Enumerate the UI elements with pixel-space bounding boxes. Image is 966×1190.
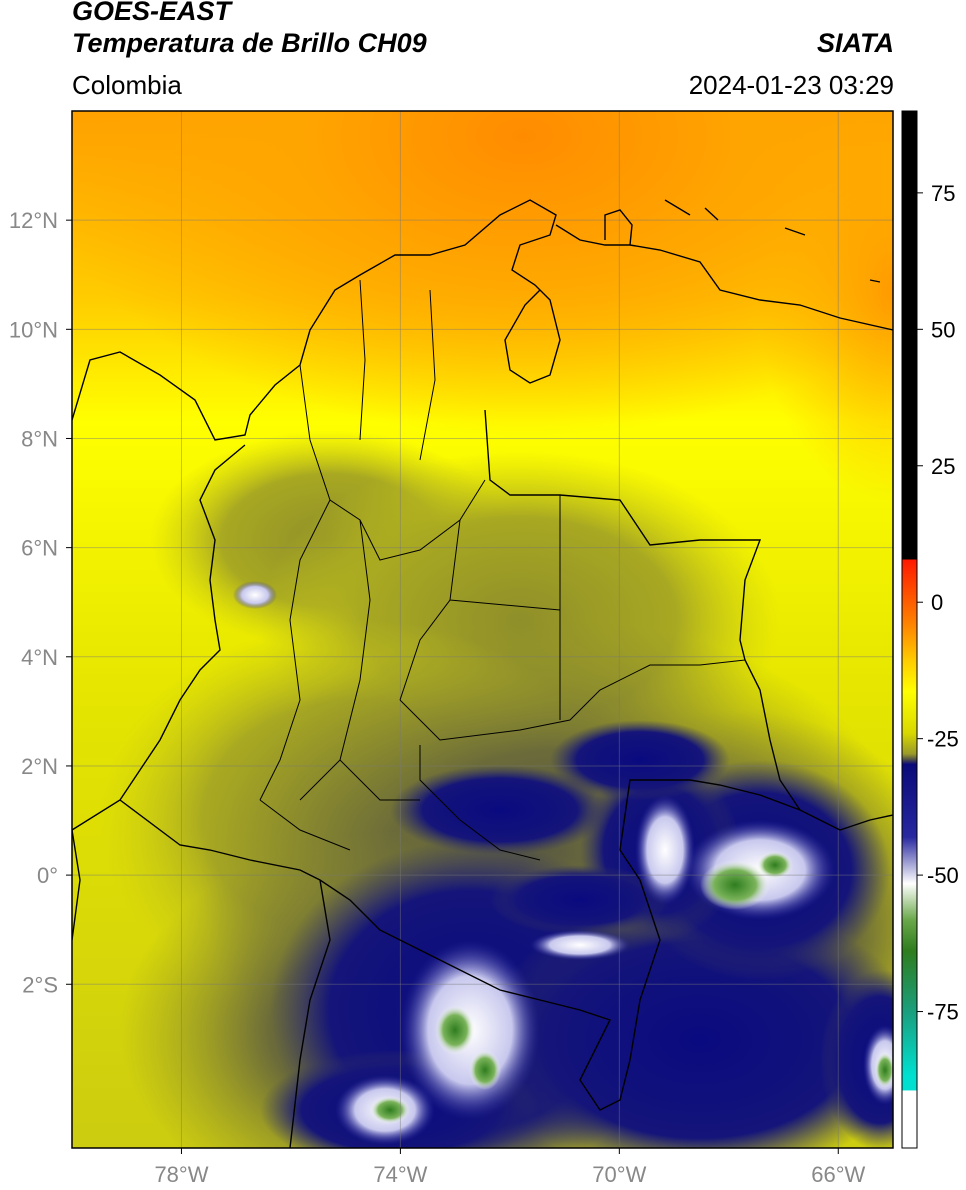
colorbar-tick-label: -25	[927, 727, 959, 752]
colombia-east-border	[484, 409, 801, 811]
product-title: Temperatura de Brillo CH09	[72, 28, 427, 58]
lon-tick-label: 74°W	[373, 1162, 427, 1187]
caribbean-coast	[72, 199, 561, 441]
ecuador-coast	[72, 829, 81, 941]
colorbar-tick-label: 0	[931, 590, 943, 615]
coastlines-borders	[72, 199, 893, 1148]
lat-tick-label: 10°N	[9, 317, 58, 342]
map-grid	[72, 111, 893, 1148]
latitude-labels: 12°N 10°N 8°N 6°N 4°N 2°N 0° 2°S	[9, 208, 72, 997]
agency-label: SIATA	[817, 28, 894, 58]
peninsula-paraguana	[604, 209, 633, 246]
lon-tick-label: 70°W	[592, 1162, 646, 1187]
brazil-venezuela-border	[799, 809, 893, 831]
lon-tick-label: 66°W	[811, 1162, 865, 1187]
colorbar-tick-label: 75	[931, 181, 955, 206]
map-frame	[71, 110, 894, 1149]
satellite-title: GOES-EAST	[72, 0, 232, 26]
lat-tick-label: 2°S	[22, 972, 58, 997]
lat-tick-label: 4°N	[21, 645, 58, 670]
peru-ecuador-border	[289, 879, 331, 1148]
colorbar-frame	[901, 110, 918, 1149]
venezuela-coast	[555, 224, 893, 331]
colorbar	[902, 111, 917, 1148]
lat-tick-label: 2°N	[21, 754, 58, 779]
lat-tick-label: 12°N	[9, 208, 58, 233]
pacific-coast	[72, 444, 246, 831]
longitude-labels: 78°W 74°W 70°W 66°W	[154, 1148, 866, 1187]
brightness-field	[72, 111, 893, 1148]
lat-tick-label: 6°N	[21, 536, 58, 561]
colorbar-tick-label: -75	[927, 1000, 959, 1025]
lat-tick-label: 8°N	[21, 426, 58, 451]
colorbar-tick-label: 50	[931, 317, 955, 342]
lon-tick-label: 78°W	[154, 1162, 208, 1187]
colombia-south-border	[119, 779, 801, 1111]
region-label: Colombia	[72, 70, 182, 100]
internal-departments	[259, 279, 746, 861]
colorbar-tick-label: -50	[927, 863, 959, 888]
colorbar-ticks: 75 50 25 0 -25 -50 -75	[917, 181, 959, 1025]
lat-tick-label: 0°	[37, 863, 58, 888]
datetime-label: 2024-01-23 03:29	[688, 70, 894, 100]
colorbar-tick-label: 25	[931, 454, 955, 479]
